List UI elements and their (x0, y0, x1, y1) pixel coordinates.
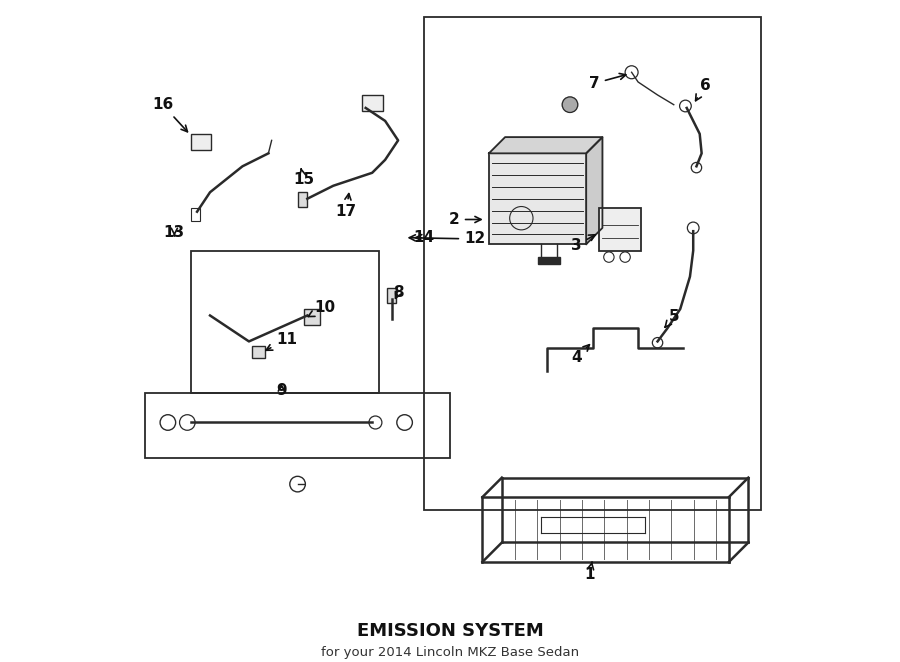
Bar (191, 251, 379, 393)
Text: 9: 9 (276, 383, 287, 398)
Text: 15: 15 (292, 169, 314, 187)
Text: 17: 17 (336, 193, 356, 219)
Bar (599, 209, 642, 251)
Bar (537, 257, 561, 263)
Text: 6: 6 (696, 77, 710, 101)
Bar (424, 17, 761, 510)
Text: 8: 8 (392, 285, 403, 301)
Bar (145, 393, 450, 458)
Bar (363, 95, 383, 111)
Text: 16: 16 (152, 97, 187, 132)
Text: 12: 12 (410, 232, 485, 246)
Bar (304, 309, 320, 325)
Text: 11: 11 (266, 332, 297, 350)
Text: 1: 1 (584, 562, 595, 583)
Polygon shape (489, 137, 602, 154)
Bar (387, 288, 396, 303)
Polygon shape (586, 137, 602, 244)
Text: 5: 5 (665, 309, 680, 327)
Bar (191, 134, 211, 150)
Text: 10: 10 (308, 300, 336, 316)
Text: 3: 3 (572, 235, 595, 253)
Text: 7: 7 (590, 73, 625, 91)
Bar (252, 346, 266, 357)
Bar (489, 154, 586, 244)
Text: 2: 2 (449, 212, 481, 227)
Text: 14: 14 (413, 230, 435, 245)
Text: 4: 4 (572, 345, 590, 365)
Bar (298, 192, 307, 207)
Circle shape (562, 97, 578, 113)
Text: for your 2014 Lincoln MKZ Base Sedan: for your 2014 Lincoln MKZ Base Sedan (321, 646, 579, 659)
Text: 13: 13 (164, 225, 184, 240)
Text: EMISSION SYSTEM: EMISSION SYSTEM (356, 622, 544, 639)
